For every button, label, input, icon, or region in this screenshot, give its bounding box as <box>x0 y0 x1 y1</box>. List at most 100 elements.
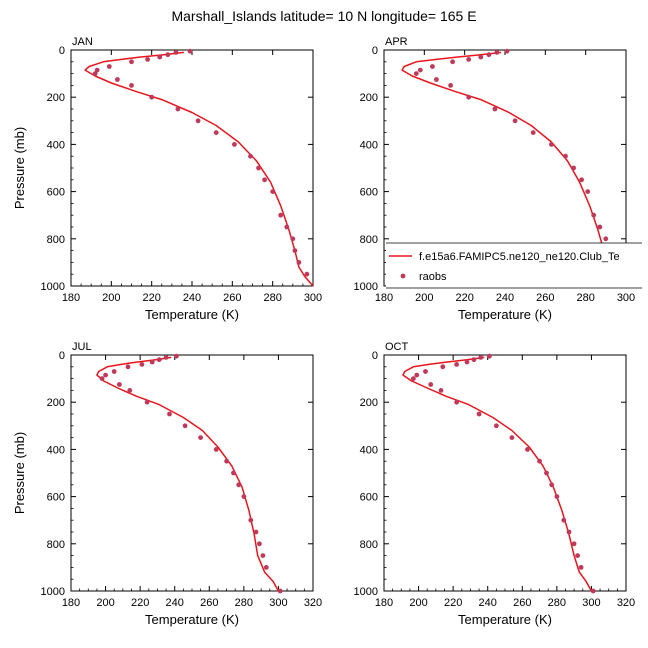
x-tick-label: 300 <box>617 292 635 304</box>
x-tick-label: 220 <box>455 292 473 304</box>
x-tick-label: 300 <box>582 597 600 609</box>
raobs-point <box>292 248 298 254</box>
raobs-point <box>260 553 266 558</box>
x-tick-label: 280 <box>235 597 253 609</box>
raobs-point <box>106 64 112 69</box>
x-tick-label: 180 <box>62 292 80 304</box>
raobs-point <box>224 458 230 464</box>
y-tick-label: 200 <box>360 397 378 409</box>
raobs-point <box>174 353 179 359</box>
y-axis-label: Pressure (mb) <box>12 127 27 209</box>
raobs-point <box>578 565 584 570</box>
raobs-point <box>590 588 596 594</box>
y-tick-label: 1000 <box>41 586 65 598</box>
x-axis-label: Temperature (K) <box>458 612 552 627</box>
raobs-point <box>175 106 181 112</box>
raobs-point <box>173 50 179 55</box>
y-tick-label: 1000 <box>354 281 378 293</box>
raobs-point <box>304 271 310 277</box>
raobs-point <box>413 71 419 76</box>
y-tick-label: 600 <box>47 492 65 504</box>
x-tick-label: 320 <box>304 597 322 609</box>
y-tick-label: 400 <box>360 444 378 456</box>
y-tick-label: 0 <box>372 45 378 57</box>
panel-apr: 180 200 220 240 260 280 300 0 200 400 600 800 1000 Te… <box>354 36 636 322</box>
x-tick-label: 180 <box>375 597 393 609</box>
raobs-point <box>471 357 477 363</box>
raobs-point <box>145 57 151 62</box>
page-title: Marshall_Islands latitude= 10 N longitud… <box>171 8 477 24</box>
raobs-point <box>248 153 253 159</box>
raobs-point <box>579 177 584 183</box>
x-tick-label: 200 <box>96 597 114 609</box>
panel-label: APR <box>385 36 408 48</box>
raobs-point <box>549 482 555 488</box>
raobs-point <box>241 494 247 499</box>
raobs-point <box>111 369 117 374</box>
y-tick-label: 600 <box>360 187 378 199</box>
raobs-point <box>262 177 267 183</box>
legend-model-label: f.e15a6.FAMIPC5.ne120_ne120.Club_Te <box>419 251 620 263</box>
x-tick-label: 220 <box>444 597 462 609</box>
x-tick-label: 300 <box>304 292 322 304</box>
raobs-point <box>509 435 515 440</box>
raobs-point <box>525 447 530 452</box>
raobs-point <box>270 189 276 195</box>
raobs-point <box>139 362 145 367</box>
x-tick-label: 180 <box>375 292 393 304</box>
raobs-point <box>417 67 423 73</box>
raobs-point <box>129 59 134 65</box>
raobs-point <box>486 52 492 58</box>
raobs-point <box>440 364 446 370</box>
legend-marker-swatch <box>400 273 406 279</box>
raobs-point <box>537 458 542 464</box>
x-tick-label: 220 <box>142 292 160 304</box>
y-axis-label: Pressure (mb) <box>12 432 27 514</box>
raobs-point <box>454 399 459 405</box>
raobs-point <box>411 376 416 381</box>
model-profile-line <box>401 51 627 287</box>
y-tick-label: 800 <box>360 539 378 551</box>
x-tick-label: 200 <box>415 292 433 304</box>
y-tick-label: 0 <box>59 45 65 57</box>
raobs-point <box>125 364 131 370</box>
raobs-point <box>263 565 269 570</box>
x-tick-label: 240 <box>479 597 497 609</box>
raobs-point <box>296 260 302 265</box>
y-tick-label: 800 <box>360 234 378 246</box>
legend-background <box>386 243 642 288</box>
model-profile-line <box>402 356 593 592</box>
x-tick-label: 200 <box>102 292 120 304</box>
legend-obs-label: raobs <box>419 271 447 283</box>
raobs-point <box>257 541 262 547</box>
raobs-point <box>213 447 219 452</box>
x-tick-label: 260 <box>536 292 554 304</box>
raobs-point <box>256 165 261 171</box>
y-tick-label: 600 <box>360 492 378 504</box>
raobs-point <box>566 529 572 535</box>
raobs-point <box>99 376 105 381</box>
raobs-point <box>466 57 472 62</box>
raobs-point <box>554 494 560 499</box>
raobs-point <box>277 588 283 594</box>
raobs-point <box>512 118 518 124</box>
raobs-point <box>561 517 567 523</box>
raobs-point <box>231 470 236 476</box>
model-profile-line <box>96 356 280 592</box>
x-tick-label: 280 <box>263 292 281 304</box>
raobs-point <box>585 189 591 195</box>
y-tick-label: 1000 <box>354 586 378 598</box>
y-tick-label: 200 <box>47 92 65 104</box>
x-axis-label: Temperature (K) <box>145 307 239 322</box>
raobs-point <box>253 529 259 535</box>
x-tick-label: 260 <box>513 597 531 609</box>
raobs-point <box>213 130 219 136</box>
raobs-point <box>450 59 455 65</box>
x-tick-label: 200 <box>409 597 427 609</box>
raobs-point <box>129 83 134 88</box>
raobs-point <box>464 359 470 365</box>
raobs-point <box>232 142 237 147</box>
x-tick-label: 300 <box>269 597 287 609</box>
